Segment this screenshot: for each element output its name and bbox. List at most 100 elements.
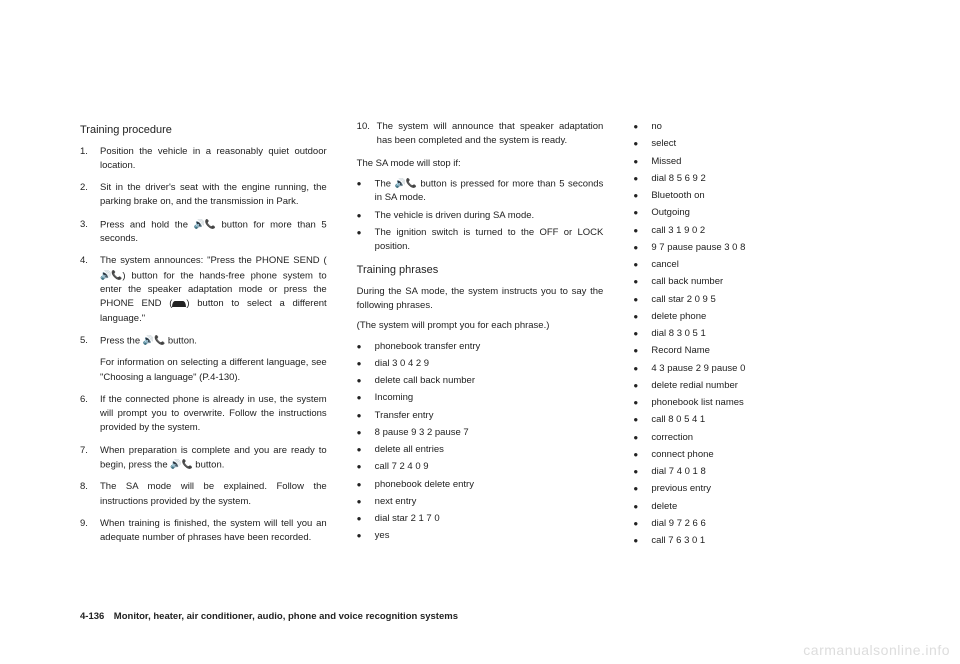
list-text: delete all entries <box>375 443 604 457</box>
list-text: cancel <box>651 258 880 272</box>
training-steps-cont: 6. If the connected phone is already in … <box>80 393 327 546</box>
list-item: ●Outgoing <box>633 206 880 220</box>
phrases-list-2: ●no●select●Missed●dial 8 5 6 9 2●Bluetoo… <box>633 120 880 548</box>
step-9: 9. When training is finished, the system… <box>80 517 327 546</box>
step-4: 4. The system announces: "Press the PHON… <box>80 254 327 326</box>
bullet-icon: ● <box>633 258 651 272</box>
step-6: 6. If the connected phone is already in … <box>80 393 327 436</box>
step-num: 4. <box>80 254 100 326</box>
list-text: next entry <box>375 495 604 509</box>
bullet-icon: ● <box>357 357 375 371</box>
step-num: 3. <box>80 218 100 247</box>
list-text: Incoming <box>375 391 604 405</box>
training-steps: 1. Position the vehicle in a reasonably … <box>80 145 327 349</box>
bullet-icon: ● <box>357 512 375 526</box>
phone-send-icon: 🔊📞 <box>170 458 192 472</box>
list-item: ●4 3 pause 2 9 pause 0 <box>633 362 880 376</box>
step-2: 2. Sit in the driver's seat with the eng… <box>80 181 327 210</box>
list-text: call 7 2 4 0 9 <box>375 460 604 474</box>
list-text: The ignition switch is turned to the OFF… <box>375 226 604 255</box>
step-1: 1. Position the vehicle in a reasonably … <box>80 145 327 174</box>
list-item: ●phonebook transfer entry <box>357 340 604 354</box>
list-item: ●previous entry <box>633 482 880 496</box>
bullet-icon: ● <box>633 482 651 496</box>
list-item: ●delete all entries <box>357 443 604 457</box>
phone-send-icon: 🔊📞 <box>143 334 165 348</box>
list-text: The 🔊📞 button is pressed for more than 5… <box>375 177 604 206</box>
list-text: The vehicle is driven during SA mode. <box>375 209 604 223</box>
list-item: ●Incoming <box>357 391 604 405</box>
bullet-icon: ● <box>633 413 651 427</box>
bullet-icon: ● <box>357 340 375 354</box>
list-text: delete redial number <box>651 379 880 393</box>
list-item: ●cancel <box>633 258 880 272</box>
bullet-icon: ● <box>633 172 651 186</box>
bullet-icon: ● <box>633 310 651 324</box>
step-num: 5. <box>80 334 100 349</box>
step-text: When preparation is complete and you are… <box>100 444 327 473</box>
list-text: Record Name <box>651 344 880 358</box>
list-item: ●call 3 1 9 0 2 <box>633 224 880 238</box>
list-item: ● The ignition switch is turned to the O… <box>357 226 604 255</box>
watermark: carmanualsonline.info <box>803 642 950 658</box>
step-5-note: For information on selecting a different… <box>100 356 327 385</box>
bullet-icon: ● <box>357 209 375 223</box>
list-item: ●Missed <box>633 155 880 169</box>
bullet-icon: ● <box>357 478 375 492</box>
list-text: dial 3 0 4 2 9 <box>375 357 604 371</box>
list-text: correction <box>651 431 880 445</box>
training-steps-10: 10. The system will announce that speake… <box>357 120 604 149</box>
list-text: 4 3 pause 2 9 pause 0 <box>651 362 880 376</box>
bullet-icon: ● <box>633 517 651 531</box>
step-num: 2. <box>80 181 100 210</box>
bullet-icon: ● <box>357 529 375 543</box>
column-1: Training procedure 1. Position the vehic… <box>80 120 327 553</box>
list-text: dial 9 7 2 6 6 <box>651 517 880 531</box>
step-text: When training is finished, the system wi… <box>100 517 327 546</box>
list-item: ●dial 3 0 4 2 9 <box>357 357 604 371</box>
step-7: 7. When preparation is complete and you … <box>80 444 327 473</box>
bullet-icon: ● <box>357 426 375 440</box>
list-item: ●phonebook delete entry <box>357 478 604 492</box>
step-text: The SA mode will be explained. Follow th… <box>100 480 327 509</box>
list-text: call 7 6 3 0 1 <box>651 534 880 548</box>
list-item: ●correction <box>633 431 880 445</box>
bullet-icon: ● <box>633 120 651 134</box>
list-text: select <box>651 137 880 151</box>
bullet-icon: ● <box>633 224 651 238</box>
list-item: ●Bluetooth on <box>633 189 880 203</box>
bullet-icon: ● <box>633 448 651 462</box>
sa-stop-list: ● The 🔊📞 button is pressed for more than… <box>357 177 604 255</box>
phone-send-icon: 🔊📞 <box>394 177 416 191</box>
list-item: ●delete call back number <box>357 374 604 388</box>
list-item: ●next entry <box>357 495 604 509</box>
bullet-icon: ● <box>357 409 375 423</box>
step-num: 1. <box>80 145 100 174</box>
phone-send-icon: 🔊📞 <box>194 218 216 232</box>
step-text: Position the vehicle in a reasonably qui… <box>100 145 327 174</box>
list-text: Bluetooth on <box>651 189 880 203</box>
list-text: 9 7 pause pause 3 0 8 <box>651 241 880 255</box>
list-text: no <box>651 120 880 134</box>
step-num: 10. <box>357 120 377 149</box>
list-item: ●dial 8 3 0 5 1 <box>633 327 880 341</box>
list-text: call 8 0 5 4 1 <box>651 413 880 427</box>
list-text: Missed <box>651 155 880 169</box>
list-text: yes <box>375 529 604 543</box>
step-num: 9. <box>80 517 100 546</box>
column-2: 10. The system will announce that speake… <box>357 120 604 553</box>
phrases-intro-2: (The system will prompt you for each phr… <box>357 319 604 333</box>
list-item: ●dial star 2 1 7 0 <box>357 512 604 526</box>
step-text: The system announces: "Press the PHONE S… <box>100 254 327 326</box>
list-item: ●8 pause 9 3 2 pause 7 <box>357 426 604 440</box>
step-8: 8. The SA mode will be explained. Follow… <box>80 480 327 509</box>
step-10: 10. The system will announce that speake… <box>357 120 604 149</box>
bullet-icon: ● <box>633 137 651 151</box>
list-text: call 3 1 9 0 2 <box>651 224 880 238</box>
list-text: 8 pause 9 3 2 pause 7 <box>375 426 604 440</box>
step-text: The system will announce that speaker ad… <box>377 120 604 149</box>
list-text: dial 8 5 6 9 2 <box>651 172 880 186</box>
list-item: ●call 7 2 4 0 9 <box>357 460 604 474</box>
list-item: ●connect phone <box>633 448 880 462</box>
list-text: dial 7 4 0 1 8 <box>651 465 880 479</box>
